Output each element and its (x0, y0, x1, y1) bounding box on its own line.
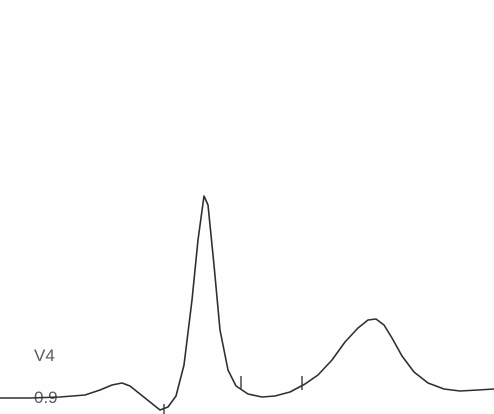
lead-label: V4 (34, 346, 55, 365)
ecg-trace (0, 195, 494, 411)
